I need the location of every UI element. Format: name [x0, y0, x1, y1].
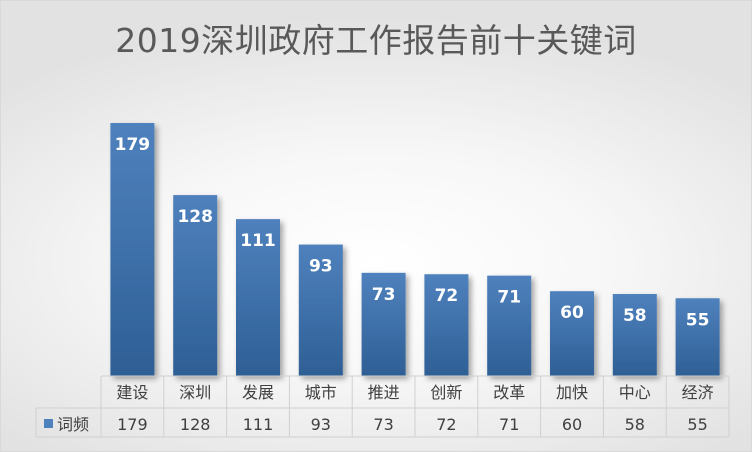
bar-value-label: 111 [240, 231, 276, 251]
bar-value-label: 93 [309, 257, 333, 277]
chart-title: 2019深圳政府工作报告前十关键词 [115, 21, 637, 60]
bar-value-label: 73 [372, 285, 396, 305]
bar-发展 [236, 219, 280, 376]
legend-series-name: 词频 [57, 415, 89, 434]
bar-value-label: 179 [115, 135, 151, 155]
category-label: 创新 [430, 383, 462, 402]
category-label: 经济 [682, 383, 714, 402]
bar-推进 [361, 272, 406, 376]
table-value: 179 [117, 415, 148, 434]
category-label: 加快 [556, 383, 588, 402]
table-value: 71 [499, 415, 519, 434]
category-label: 中心 [619, 383, 651, 402]
category-label: 发展 [242, 383, 274, 402]
category-label: 深圳 [179, 383, 211, 402]
bar-改革 [487, 275, 532, 376]
legend-swatch [44, 419, 53, 428]
bar-城市 [298, 244, 343, 376]
bar-中心 [612, 294, 657, 376]
table-value: 111 [243, 415, 274, 434]
bar-value-label: 58 [623, 306, 647, 326]
category-label: 建设 [116, 383, 148, 402]
table-value: 55 [687, 415, 707, 434]
bar-经济 [675, 298, 720, 376]
table-value: 58 [625, 415, 645, 434]
bar-深圳 [173, 195, 218, 376]
table-value: 72 [436, 415, 456, 434]
bar-创新 [424, 274, 469, 376]
category-label: 改革 [493, 383, 525, 402]
category-label: 推进 [368, 383, 400, 402]
bar-value-label: 72 [435, 286, 459, 306]
bar-value-label: 60 [560, 303, 584, 323]
bar-value-label: 55 [686, 310, 710, 330]
table-value: 73 [373, 415, 393, 434]
bar-value-label: 128 [177, 207, 213, 227]
table-value: 60 [562, 415, 582, 434]
table-value: 128 [180, 415, 211, 434]
bar-建设 [110, 123, 155, 376]
category-label: 城市 [305, 383, 337, 402]
bar-加快 [550, 291, 594, 376]
table-value: 93 [311, 415, 331, 434]
bar-value-label: 71 [497, 288, 521, 308]
